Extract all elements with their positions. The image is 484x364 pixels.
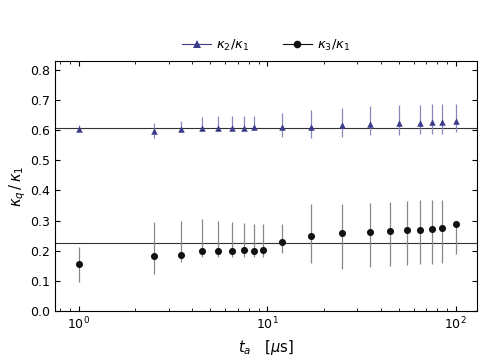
- Point: [259, 247, 267, 253]
- Point: [150, 128, 158, 134]
- Point: [428, 226, 436, 232]
- Point: [75, 126, 83, 132]
- Point: [198, 248, 206, 254]
- Point: [307, 233, 315, 239]
- Point: [307, 124, 315, 130]
- Point: [386, 228, 394, 234]
- Point: [150, 253, 158, 259]
- Point: [228, 248, 236, 254]
- Point: [452, 221, 459, 226]
- Y-axis label: $\kappa_q \,/\, \kappa_1$: $\kappa_q \,/\, \kappa_1$: [7, 165, 28, 207]
- Point: [177, 252, 185, 258]
- Point: [366, 229, 374, 235]
- Point: [403, 228, 410, 233]
- Point: [366, 121, 374, 127]
- Point: [416, 120, 424, 126]
- Point: [439, 225, 446, 231]
- Point: [278, 124, 286, 130]
- Point: [240, 125, 247, 131]
- Point: [250, 248, 257, 254]
- Point: [214, 248, 222, 254]
- Point: [395, 120, 403, 126]
- Point: [214, 125, 222, 131]
- Point: [428, 119, 436, 125]
- Point: [338, 122, 346, 128]
- Point: [75, 261, 83, 267]
- Legend: $\kappa_2/\kappa_1$, $\kappa_3/\kappa_1$: $\kappa_2/\kappa_1$, $\kappa_3/\kappa_1$: [177, 33, 356, 58]
- Point: [439, 119, 446, 125]
- Point: [278, 239, 286, 245]
- Point: [240, 247, 247, 253]
- X-axis label: $t_a \quad [\mu{\rm s}]$: $t_a \quad [\mu{\rm s}]$: [238, 338, 294, 357]
- Point: [177, 126, 185, 132]
- Point: [250, 124, 257, 130]
- Point: [452, 119, 459, 124]
- Point: [416, 227, 424, 233]
- Point: [228, 125, 236, 131]
- Point: [198, 126, 206, 131]
- Point: [338, 230, 346, 236]
